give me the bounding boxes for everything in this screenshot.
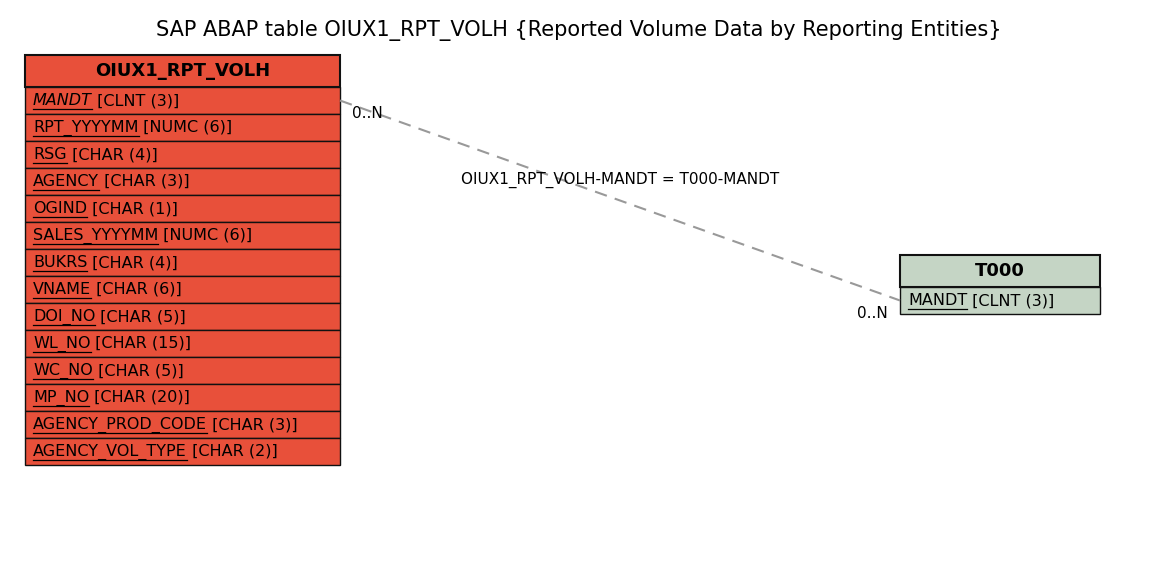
Text: 0..N: 0..N: [352, 106, 383, 120]
Text: AGENCY_VOL_TYPE: AGENCY_VOL_TYPE: [34, 444, 186, 459]
Text: [CLNT (3)]: [CLNT (3)]: [91, 93, 179, 108]
Text: [CLNT (3)]: [CLNT (3)]: [967, 293, 1054, 308]
Bar: [25, 276, 340, 303]
Text: MANDT: MANDT: [34, 93, 91, 108]
Text: T000: T000: [975, 262, 1025, 280]
Bar: [900, 255, 1100, 287]
Text: [CHAR (20)]: [CHAR (20)]: [89, 390, 190, 405]
Text: OIUX1_RPT_VOLH: OIUX1_RPT_VOLH: [95, 62, 270, 80]
Text: AGENCY_PROD_CODE: AGENCY_PROD_CODE: [34, 416, 207, 433]
Text: [CHAR (5)]: [CHAR (5)]: [95, 309, 186, 324]
Text: BUKRS: BUKRS: [34, 255, 88, 270]
Text: [CHAR (3)]: [CHAR (3)]: [100, 174, 190, 189]
Bar: [25, 411, 340, 438]
Text: OGIND: OGIND: [34, 201, 87, 216]
Text: [CHAR (15)]: [CHAR (15)]: [90, 336, 192, 351]
Bar: [25, 438, 340, 465]
Text: RPT_YYYYMM: RPT_YYYYMM: [34, 119, 139, 136]
Text: WC_NO: WC_NO: [34, 362, 93, 379]
Text: [CHAR (4)]: [CHAR (4)]: [88, 255, 178, 270]
Text: VNAME: VNAME: [34, 282, 91, 297]
Text: DOI_NO: DOI_NO: [34, 308, 95, 325]
Text: SALES_YYYYMM: SALES_YYYYMM: [34, 227, 159, 244]
Text: MANDT: MANDT: [908, 293, 967, 308]
Text: AGENCY: AGENCY: [34, 174, 100, 189]
Bar: [25, 114, 340, 141]
Text: [CHAR (5)]: [CHAR (5)]: [93, 363, 184, 378]
Bar: [25, 222, 340, 249]
Bar: [25, 384, 340, 411]
Text: [NUMC (6)]: [NUMC (6)]: [159, 228, 252, 243]
Bar: [25, 249, 340, 276]
Bar: [25, 330, 340, 357]
Bar: [25, 168, 340, 195]
Bar: [25, 87, 340, 114]
Text: MP_NO: MP_NO: [34, 389, 89, 406]
Bar: [25, 195, 340, 222]
Text: RSG: RSG: [34, 147, 67, 162]
Bar: [25, 357, 340, 384]
Text: SAP ABAP table OIUX1_RPT_VOLH {Reported Volume Data by Reporting Entities}: SAP ABAP table OIUX1_RPT_VOLH {Reported …: [156, 20, 1001, 41]
Text: [CHAR (2)]: [CHAR (2)]: [186, 444, 278, 459]
Bar: [25, 141, 340, 168]
Text: WL_NO: WL_NO: [34, 336, 90, 351]
Text: OIUX1_RPT_VOLH-MANDT = T000-MANDT: OIUX1_RPT_VOLH-MANDT = T000-MANDT: [460, 172, 779, 189]
Text: [CHAR (1)]: [CHAR (1)]: [87, 201, 178, 216]
Text: 0..N: 0..N: [857, 306, 889, 320]
Bar: [900, 287, 1100, 314]
Text: [CHAR (4)]: [CHAR (4)]: [67, 147, 157, 162]
Bar: [25, 303, 340, 330]
Text: [NUMC (6)]: [NUMC (6)]: [139, 120, 233, 135]
Text: [CHAR (3)]: [CHAR (3)]: [207, 417, 297, 432]
Text: [CHAR (6)]: [CHAR (6)]: [91, 282, 182, 297]
Bar: [25, 55, 340, 87]
